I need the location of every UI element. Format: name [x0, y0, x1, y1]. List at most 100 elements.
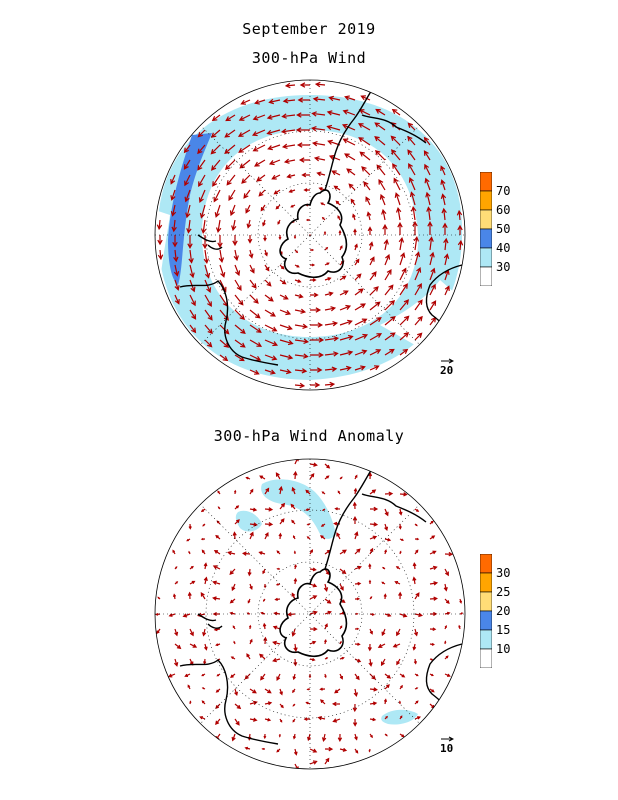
wind-vector	[249, 369, 260, 375]
colorbar-top-label-40: 40	[496, 241, 511, 255]
wind-vector	[344, 153, 356, 161]
wind-vector	[204, 264, 211, 279]
wind-vector	[317, 716, 326, 721]
wind-vector	[189, 565, 194, 570]
wind-vector	[264, 324, 278, 332]
wind-vector	[321, 216, 326, 221]
wind-vector	[354, 318, 368, 326]
wind-vector	[273, 189, 281, 195]
wind-vector	[339, 350, 354, 356]
wind-vector	[391, 108, 401, 116]
wind-vector	[286, 173, 296, 179]
wind-vector	[298, 157, 310, 163]
wind-vector	[212, 174, 221, 187]
wind-vector	[305, 218, 310, 222]
colorbar-top	[480, 172, 492, 286]
wind-vector	[240, 99, 251, 105]
wind-vector	[189, 643, 198, 648]
wind-vector	[294, 279, 302, 283]
wind-vector	[324, 610, 332, 615]
wind-vector	[272, 640, 281, 646]
wind-vector	[200, 508, 206, 513]
wind-vector	[383, 238, 389, 251]
wind-vector	[407, 122, 416, 131]
wind-vector	[381, 628, 386, 637]
wind-vector	[233, 489, 237, 495]
wind-vector	[321, 733, 327, 742]
wind-vector	[212, 580, 221, 585]
wind-vector	[294, 249, 299, 254]
wind-vector	[249, 339, 263, 347]
wind-vector	[225, 114, 236, 122]
wind-vector	[188, 523, 192, 530]
wind-vector	[444, 655, 449, 660]
wind-vector	[319, 699, 326, 705]
wind-vector	[256, 174, 266, 182]
wind-vector	[310, 382, 321, 388]
wind-vector	[296, 142, 310, 148]
wind-vector	[275, 472, 281, 480]
wind-vector	[398, 591, 403, 600]
wind-vector	[369, 489, 377, 495]
wind-vector	[258, 189, 266, 197]
wind-vector	[266, 114, 281, 120]
wind-vector	[278, 532, 283, 540]
wind-vector	[354, 642, 361, 646]
wind-vectors-top	[156, 81, 464, 389]
wind-vector	[363, 181, 371, 191]
wind-vector	[187, 235, 193, 249]
wind-vector	[408, 162, 416, 176]
wind-vector	[429, 267, 436, 281]
wind-vector	[303, 188, 310, 192]
wind-vector	[262, 622, 267, 630]
wind-vector	[339, 656, 345, 660]
wind-vector	[369, 535, 378, 540]
wind-vector	[279, 354, 294, 360]
wind-vector	[229, 598, 236, 604]
wind-vector	[294, 264, 300, 268]
wind-vector	[234, 294, 244, 306]
wind-vector	[249, 531, 254, 540]
wind-vector	[326, 110, 341, 116]
wind-vector	[456, 209, 463, 221]
wind-vector	[213, 549, 221, 555]
wind-vector	[238, 144, 251, 153]
wind-vector	[282, 98, 296, 104]
wind-vector	[264, 339, 279, 347]
wind-vector	[414, 537, 420, 541]
wind-vector	[278, 235, 282, 241]
wind-vector	[305, 508, 311, 512]
wind-vector	[203, 562, 208, 570]
wind-vector	[279, 294, 289, 300]
wind-vector	[312, 96, 326, 102]
wind-vector	[331, 170, 341, 176]
wind-vector	[414, 299, 423, 311]
wind-vector	[249, 717, 258, 722]
wind-vector	[368, 579, 372, 585]
wind-vector	[297, 97, 310, 103]
wind-vector	[167, 673, 176, 678]
wind-vector	[284, 82, 296, 89]
wind-vector	[306, 523, 311, 526]
wind-vector	[170, 189, 176, 201]
wind-vector	[354, 565, 362, 570]
wind-vector	[368, 241, 374, 251]
wind-vector	[429, 565, 438, 570]
wind-vector	[245, 476, 251, 480]
wind-vector	[292, 535, 296, 540]
wind-vector	[429, 688, 435, 693]
colorbar-segment	[480, 591, 492, 612]
wind-vector	[272, 657, 281, 663]
wind-vector	[157, 596, 161, 600]
wind-vector	[412, 643, 417, 651]
wind-vector	[444, 611, 451, 615]
wind-vector	[324, 757, 330, 765]
wind-vector	[395, 206, 402, 221]
wind-vector	[339, 319, 353, 326]
wind-vector	[353, 688, 359, 698]
wind-vector	[413, 628, 419, 637]
wind-vector	[320, 202, 326, 206]
wind-vector	[443, 237, 449, 251]
wind-vector	[259, 475, 266, 480]
wind-vector	[414, 716, 421, 720]
